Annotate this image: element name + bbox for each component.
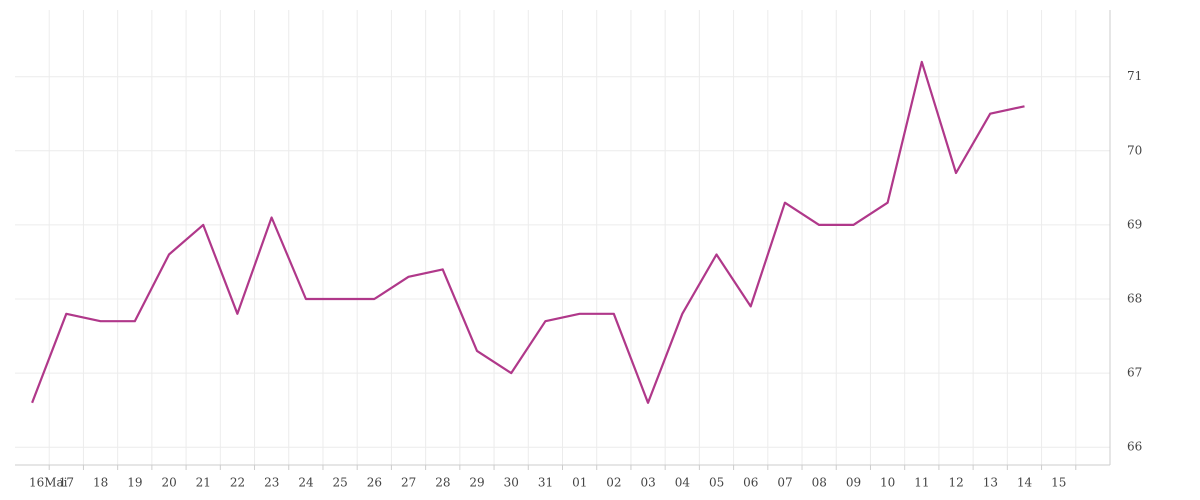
x-tick-label: 18 — [93, 476, 108, 490]
y-tick-label: 71 — [1127, 69, 1142, 83]
y-tick-label: 69 — [1127, 217, 1142, 231]
x-tick-label: 15 — [1051, 476, 1066, 490]
x-tick-label: 21 — [196, 476, 211, 490]
x-tick-label: 13 — [983, 476, 998, 490]
x-tick-label: 09 — [846, 476, 861, 490]
x-tick-label: 05 — [709, 476, 724, 490]
x-tick-label: 02 — [606, 476, 621, 490]
x-tick-label: 17 — [59, 476, 74, 490]
x-tick-label: 11 — [914, 476, 929, 490]
x-tick-label: 25 — [333, 476, 348, 490]
x-tick-label: 16Mai — [29, 476, 68, 490]
y-tick-label: 66 — [1127, 440, 1142, 454]
y-tick-label: 68 — [1127, 292, 1142, 306]
x-tick-label: 22 — [230, 476, 245, 490]
data-line — [31, 60, 1025, 404]
x-tick-label: 01 — [572, 476, 587, 490]
x-tick-label: 14 — [1017, 476, 1033, 490]
y-tick-label: 70 — [1127, 143, 1142, 157]
x-tick-label: 23 — [264, 476, 279, 490]
x-tick-label: 27 — [401, 476, 416, 490]
x-tick-label: 12 — [948, 476, 963, 490]
x-tick-label: 30 — [504, 476, 519, 490]
x-tick-label: 26 — [367, 476, 382, 490]
x-tick-label: 29 — [469, 476, 484, 490]
x-tick-label: 10 — [880, 476, 895, 490]
x-tick-label: 03 — [641, 476, 656, 490]
x-tick-label: 28 — [435, 476, 450, 490]
x-tick-label: 08 — [812, 476, 827, 490]
x-tick-label: 24 — [298, 476, 314, 490]
x-tick-label: 04 — [675, 476, 691, 490]
y-tick-label: 67 — [1127, 366, 1142, 380]
x-tick-label: 06 — [743, 476, 758, 490]
x-tick-label: 19 — [127, 476, 142, 490]
x-tick-label: 07 — [777, 476, 792, 490]
x-tick-label: 31 — [538, 476, 553, 490]
x-tick-label: 20 — [161, 476, 176, 490]
